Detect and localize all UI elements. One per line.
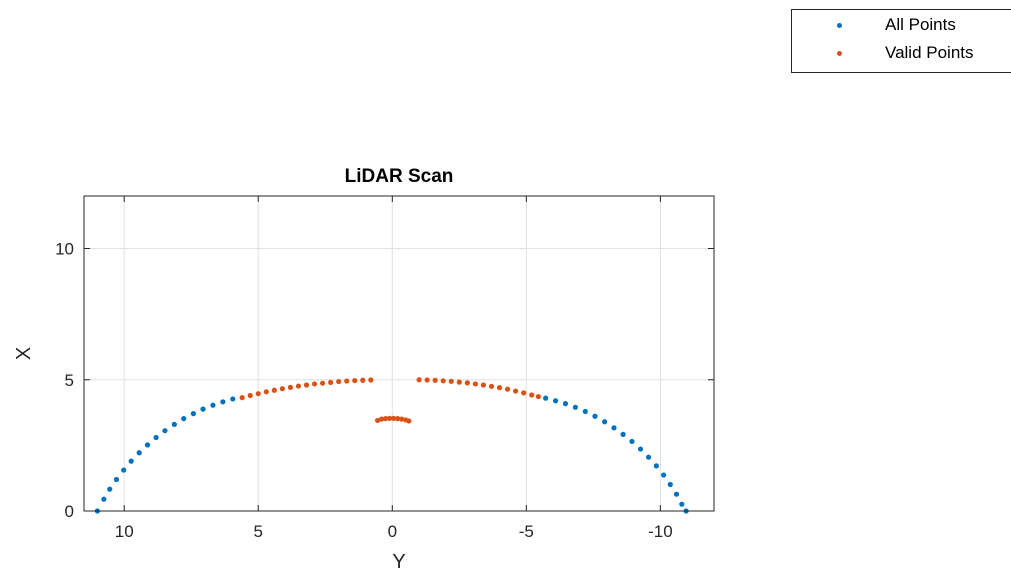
- all-points-point: [107, 486, 113, 492]
- x-axis-label: Y: [392, 551, 405, 573]
- valid-points-point: [378, 416, 385, 422]
- x-tick-label: 10: [115, 522, 134, 541]
- valid-points-point: [387, 415, 393, 421]
- valid-points-point: [255, 391, 261, 397]
- all-points-point: [543, 395, 549, 401]
- all-points-point: [128, 458, 134, 464]
- all-points-point: [667, 481, 673, 488]
- valid-points-point: [488, 383, 495, 389]
- x-tick-label: -5: [519, 522, 534, 541]
- valid-points-point: [368, 377, 374, 383]
- valid-points-point: [360, 377, 366, 383]
- all-points-point: [645, 454, 652, 460]
- legend: All Points Valid Points: [791, 9, 1011, 73]
- all-points-point: [582, 408, 588, 415]
- all-points-point: [629, 438, 635, 445]
- chart-title: LiDAR Scan: [345, 166, 454, 187]
- valid-points-point: [263, 389, 269, 395]
- y-axis-label: X: [13, 347, 35, 360]
- valid-points-point: [529, 392, 535, 398]
- y-tick-label: 10: [55, 240, 74, 259]
- all-points-point: [562, 401, 569, 407]
- valid-points-point: [440, 378, 446, 384]
- valid-points-point: [496, 385, 503, 391]
- all-points-point: [572, 404, 579, 410]
- all-points-point: [220, 399, 226, 405]
- all-points-point: [144, 442, 151, 448]
- valid-points-point: [448, 378, 454, 384]
- all-points-point: [661, 472, 667, 478]
- y-tick-label: 5: [65, 371, 74, 390]
- all-points-point: [162, 428, 168, 434]
- all-points-point: [620, 431, 626, 437]
- grid: [84, 196, 714, 512]
- all-points-point: [552, 398, 559, 404]
- all-points-point: [101, 496, 107, 502]
- valid-points-point: [535, 393, 542, 400]
- valid-points-point: [456, 379, 462, 385]
- data-points: [94, 377, 689, 514]
- valid-points-point: [311, 381, 318, 387]
- legend-marker-all-points: [837, 22, 842, 28]
- valid-points-point: [513, 388, 519, 394]
- legend-label-all-points: All Points: [885, 15, 956, 34]
- all-points-point: [171, 421, 177, 427]
- all-points-point: [602, 419, 608, 425]
- all-points-point: [210, 402, 216, 408]
- valid-points-point: [424, 377, 430, 383]
- valid-points-point: [464, 380, 470, 386]
- all-points-point: [190, 411, 196, 417]
- y-tick-label: 0: [65, 502, 74, 521]
- valid-points-point: [382, 416, 389, 422]
- all-points-point: [181, 416, 187, 422]
- valid-points-point: [271, 387, 277, 393]
- valid-points-point: [344, 378, 350, 384]
- valid-points-point: [303, 382, 310, 388]
- valid-points-point: [416, 377, 422, 383]
- valid-points-point: [399, 416, 405, 422]
- valid-points-point: [336, 378, 342, 385]
- valid-points-point: [432, 377, 438, 383]
- valid-points-point: [395, 416, 401, 422]
- all-points-point: [230, 396, 236, 402]
- valid-points-point: [279, 386, 285, 392]
- valid-points-point: [319, 380, 326, 386]
- valid-points-point: [295, 383, 302, 389]
- valid-points-point: [239, 395, 245, 401]
- all-points-point: [121, 467, 127, 473]
- all-points-point: [592, 413, 598, 419]
- valid-points-point: [247, 392, 253, 399]
- all-points-point: [653, 463, 659, 469]
- legend-label-valid-points: Valid Points: [885, 43, 974, 62]
- valid-points-point: [352, 377, 358, 384]
- valid-points-point: [287, 384, 294, 390]
- ticks: 10 5 0 -5 -10 0 5 10: [55, 196, 714, 541]
- legend-marker-valid-points: [837, 50, 842, 56]
- valid-points-point: [521, 390, 527, 396]
- all-points-point: [611, 425, 617, 431]
- valid-points-point: [504, 386, 511, 392]
- all-points-point: [679, 501, 685, 507]
- x-tick-label: 5: [254, 522, 263, 541]
- all-points-point: [136, 450, 142, 456]
- valid-points-point: [406, 418, 412, 424]
- all-points-point: [200, 406, 206, 412]
- axes-box: [83, 195, 715, 512]
- all-points-point: [113, 476, 120, 483]
- all-points-point: [673, 491, 680, 497]
- x-tick-label: -10: [648, 522, 673, 541]
- all-points-point: [153, 434, 159, 441]
- valid-points-point: [472, 381, 479, 387]
- x-tick-label: 0: [388, 522, 397, 541]
- all-points-point: [637, 446, 644, 452]
- valid-points-point: [391, 415, 397, 421]
- valid-points-point: [374, 417, 381, 424]
- valid-points-point: [480, 382, 487, 388]
- valid-points-point: [328, 379, 334, 385]
